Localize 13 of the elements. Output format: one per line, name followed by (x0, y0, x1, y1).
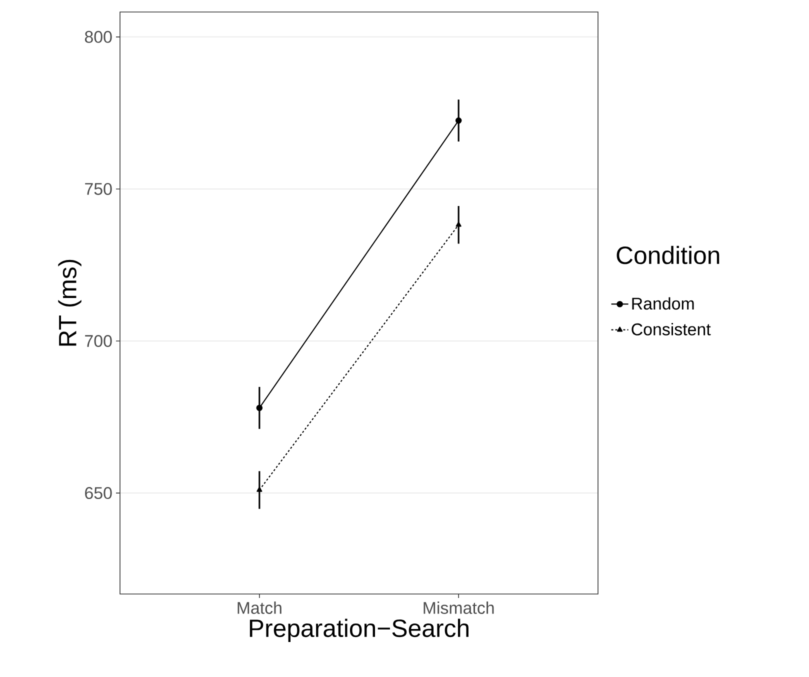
y-tick-label: 750 (85, 182, 112, 195)
point (455, 117, 462, 124)
point (256, 404, 263, 412)
x-tick-label: Mismatch (424, 602, 494, 614)
legend-label: Consistent (632, 322, 711, 336)
legend-title: Condition (616, 246, 720, 264)
y-tick-label: 650 (85, 487, 112, 500)
y-tick-label: 700 (85, 335, 112, 348)
legend-label: Random (632, 297, 694, 310)
y-tick-label: 800 (84, 30, 112, 43)
y-axis-title: RT (ms) (58, 260, 82, 346)
x-tick-label: Match (238, 602, 282, 614)
x-axis-title: Preparation−Search (250, 618, 468, 642)
